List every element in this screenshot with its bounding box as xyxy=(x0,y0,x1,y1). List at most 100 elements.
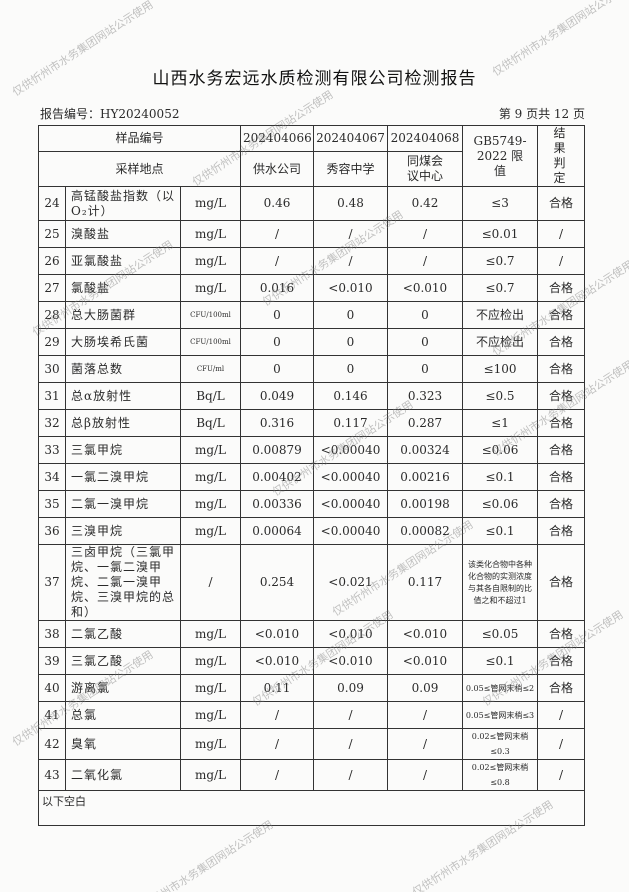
sample-value: 0 xyxy=(240,301,314,329)
item-name: 总氯 xyxy=(65,701,181,729)
sample-no: 202404066 xyxy=(240,124,314,153)
sample-value: / xyxy=(240,728,314,760)
table-row: 24 高锰酸盐指数（以O₂计） mg/L 0.46 0.48 0.42 ≤3 合格 xyxy=(38,186,585,221)
sample-value: 0.00198 xyxy=(387,490,463,518)
page-number: 第 9 页共 12 页 xyxy=(498,107,585,121)
sample-value: 0 xyxy=(387,301,463,329)
result-judgement: 合格 xyxy=(537,328,585,356)
report-title: 山西水务宏远水质检测有限公司检测报告 xyxy=(152,69,477,89)
sample-value: 0.48 xyxy=(313,186,388,221)
table-row: 27 氯酸盐 mg/L 0.016 <0.010 <0.010 ≤0.7 合格 xyxy=(38,274,585,302)
table-row: 29 大肠埃希氏菌 CFU/100ml 0 0 0 不应检出 合格 xyxy=(38,328,585,356)
item-name: 三氯乙酸 xyxy=(65,647,181,675)
row-number: 29 xyxy=(38,328,66,356)
sample-value: / xyxy=(313,701,388,729)
sample-value: 0 xyxy=(313,301,388,329)
sample-value: 0 xyxy=(240,355,314,383)
row-number: 40 xyxy=(38,674,66,702)
sample-value: 0.00336 xyxy=(240,490,314,518)
item-name: 总大肠菌群 xyxy=(65,301,181,329)
header-row-site: 采样地点 供水公司 秀容中学 同煤会议中心 xyxy=(38,151,585,187)
result-judgement: 合格 xyxy=(537,544,585,621)
limit-value: ≤3 xyxy=(462,186,538,221)
sample-value: / xyxy=(240,247,314,275)
unit: mg/L xyxy=(180,647,241,675)
table-row: 32 总β放射性 Bq/L 0.316 0.117 0.287 ≤1 合格 xyxy=(38,409,585,437)
table-row: 31 总α放射性 Bq/L 0.049 0.146 0.323 ≤0.5 合格 xyxy=(38,382,585,410)
limit-value: ≤0.1 xyxy=(462,517,538,545)
sample-value: 0.049 xyxy=(240,382,314,410)
unit: mg/L xyxy=(180,728,241,760)
sample-value: <0.010 xyxy=(240,647,314,675)
sample-value: 0.254 xyxy=(240,544,314,621)
sample-value: <0.00040 xyxy=(313,490,388,518)
sample-value: <0.00040 xyxy=(313,517,388,545)
result-judgement: 合格 xyxy=(537,620,585,648)
row-number: 32 xyxy=(38,409,66,437)
site: 同煤会议中心 xyxy=(387,151,463,187)
row-number: 27 xyxy=(38,274,66,302)
table-row: 35 二氯一溴甲烷 mg/L 0.00336 <0.00040 0.00198 ≤0.06 合… xyxy=(38,490,585,518)
table-row: 38 二氯乙酸 mg/L <0.010 <0.010 <0.010 ≤0.05 合格 xyxy=(38,620,585,648)
sample-value: <0.021 xyxy=(313,544,388,621)
result-judgement: 合格 xyxy=(537,274,585,302)
result-judgement: / xyxy=(537,728,585,760)
unit: / xyxy=(180,544,241,621)
sample-value: <0.00040 xyxy=(313,463,388,491)
sample-value: 0.09 xyxy=(313,674,388,702)
table-row: 30 菌落总数 CFU/ml 0 0 0 ≤100 合格 xyxy=(38,355,585,383)
result-judgement: / xyxy=(537,220,585,248)
row-number: 33 xyxy=(38,436,66,464)
unit: mg/L xyxy=(180,186,241,221)
result-judgement: 合格 xyxy=(537,463,585,491)
sample-value: 0.00324 xyxy=(387,436,463,464)
sample-value: / xyxy=(240,220,314,248)
site-label: 采样地点 xyxy=(38,151,241,187)
limit-value: ≤0.01 xyxy=(462,220,538,248)
unit: mg/L xyxy=(180,517,241,545)
limit-header: GB5749-2022 限值 xyxy=(462,125,538,187)
limit-value: ≤0.7 xyxy=(462,247,538,275)
unit: mg/L xyxy=(180,220,241,248)
result-judgement: 合格 xyxy=(537,436,585,464)
unit: CFU/ml xyxy=(180,355,241,383)
item-name: 氯酸盐 xyxy=(65,274,181,302)
item-name: 二氧化氯 xyxy=(65,759,181,791)
sample-value: / xyxy=(313,247,388,275)
item-name: 三氯甲烷 xyxy=(65,436,181,464)
item-name: 亚氯酸盐 xyxy=(65,247,181,275)
unit: Bq/L xyxy=(180,409,241,437)
row-number: 37 xyxy=(38,544,66,621)
result-judgement: 合格 xyxy=(537,301,585,329)
limit-value: ≤100 xyxy=(462,355,538,383)
unit: mg/L xyxy=(180,620,241,648)
row-number: 39 xyxy=(38,647,66,675)
table-row: 26 亚氯酸盐 mg/L / / / ≤0.7/ xyxy=(38,247,585,275)
table-row: 34 一氯二溴甲烷 mg/L 0.00402 <0.00040 0.00216 ≤0.1 合格 xyxy=(38,463,585,491)
row-number: 30 xyxy=(38,355,66,383)
item-name: 大肠埃希氏菌 xyxy=(65,328,181,356)
table-row: 40 游离氯 mg/L 0.11 0.09 0.09 0.05≤管网末梢≤2 合格 xyxy=(38,674,585,702)
sample-value: <0.010 xyxy=(313,620,388,648)
sample-value: 0.42 xyxy=(387,186,463,221)
item-name: 游离氯 xyxy=(65,674,181,702)
result-header: 结果判定 xyxy=(537,125,585,187)
sample-value: 0.00879 xyxy=(240,436,314,464)
row-number: 38 xyxy=(38,620,66,648)
sample-value: / xyxy=(387,759,463,791)
results-table: 样品编号 202404066 202404067 202404068 GB574… xyxy=(38,124,585,826)
limit-value: 不应检出 xyxy=(462,328,538,356)
limit-value: ≤0.1 xyxy=(462,463,538,491)
footer-row: 以下空白 xyxy=(38,790,585,826)
limit-value: 0.02≤管网末梢≤0.8 xyxy=(462,759,538,791)
sample-value: 0.46 xyxy=(240,186,314,221)
unit: mg/L xyxy=(180,490,241,518)
unit: mg/L xyxy=(180,463,241,491)
row-number: 43 xyxy=(38,759,66,791)
sample-value: 0.323 xyxy=(387,382,463,410)
table-row: 33 三氯甲烷 mg/L 0.00879 <0.00040 0.00324 ≤0.06 合格 xyxy=(38,436,585,464)
limit-value: 0.05≤管网末梢≤3 xyxy=(462,701,538,729)
sample-no: 202404068 xyxy=(387,124,463,153)
result-judgement: 合格 xyxy=(537,490,585,518)
